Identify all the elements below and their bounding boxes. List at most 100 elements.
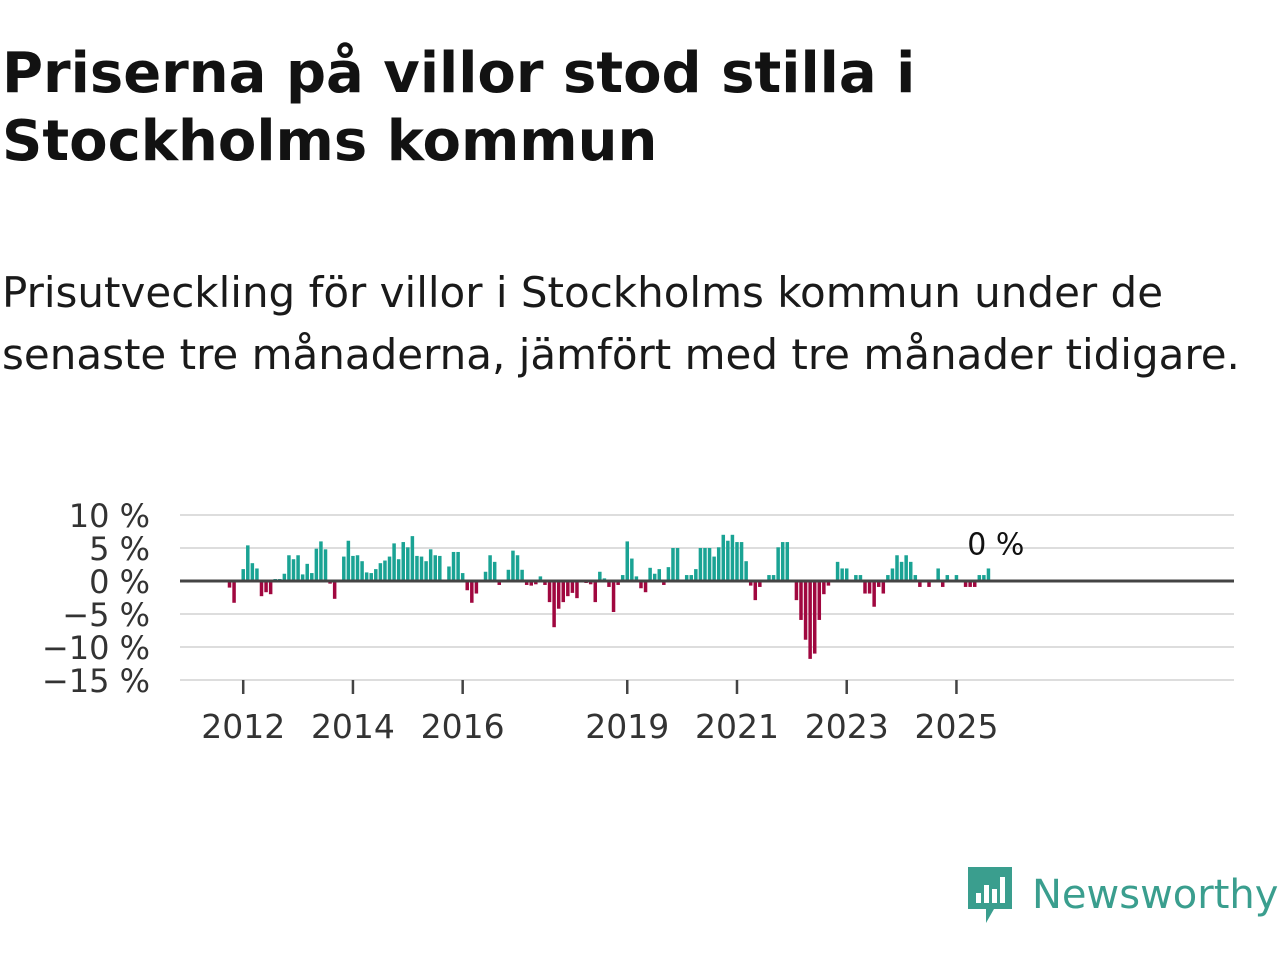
bar xyxy=(936,568,940,581)
bar xyxy=(314,548,319,581)
bar xyxy=(588,581,593,585)
bar xyxy=(785,542,790,581)
bar xyxy=(300,574,305,581)
x-tick-label: 2025 xyxy=(914,707,998,746)
bar xyxy=(620,575,625,581)
bar xyxy=(447,566,451,581)
bar xyxy=(817,581,822,620)
bar xyxy=(812,581,817,654)
bar xyxy=(940,581,945,587)
bar xyxy=(753,581,758,601)
bar xyxy=(566,581,570,597)
bar xyxy=(858,575,863,581)
bar xyxy=(758,581,762,587)
newsworthy-logo: Newsworthy xyxy=(964,862,1278,928)
bar xyxy=(780,542,785,581)
x-tick-label: 2021 xyxy=(695,707,779,746)
bar xyxy=(918,581,922,587)
bar xyxy=(470,581,474,603)
bar xyxy=(355,555,360,581)
bar xyxy=(506,569,511,581)
bar xyxy=(963,581,968,587)
y-tick-label: −15 % xyxy=(42,662,150,700)
bars xyxy=(227,534,991,659)
bar xyxy=(881,581,886,594)
bar xyxy=(460,573,465,581)
bar xyxy=(392,543,396,581)
bar xyxy=(433,555,437,581)
bar xyxy=(543,581,547,585)
bar xyxy=(259,581,264,597)
bar xyxy=(291,559,296,581)
bar xyxy=(570,581,575,593)
bar xyxy=(561,581,566,603)
bar xyxy=(346,540,351,581)
newsworthy-logo-icon xyxy=(968,867,1012,923)
bar xyxy=(625,541,630,581)
bar xyxy=(246,545,250,581)
x-tick-label: 2014 xyxy=(311,707,395,746)
bar xyxy=(698,548,703,581)
bar xyxy=(593,581,598,603)
y-tick-label: 5 % xyxy=(89,530,150,568)
bar xyxy=(863,581,867,594)
bar xyxy=(986,568,991,581)
bar xyxy=(268,581,273,595)
y-axis-labels: 10 %5 %0 %−5 %−10 %−15 % xyxy=(42,497,150,700)
bar xyxy=(657,569,662,581)
bar xyxy=(904,555,908,581)
bar xyxy=(739,542,744,581)
bar xyxy=(721,534,726,581)
bar xyxy=(534,581,538,585)
bar xyxy=(639,581,643,589)
bar xyxy=(483,571,488,581)
bar-chart: 10 %5 %0 %−5 %−10 %−15 % 2012 2014 2016 201… xyxy=(42,497,1234,746)
bar xyxy=(694,569,698,581)
bar xyxy=(716,547,721,581)
bar xyxy=(401,542,405,581)
bar xyxy=(808,581,812,659)
bar xyxy=(876,581,881,587)
bar xyxy=(689,575,694,581)
bar xyxy=(360,561,364,581)
x-axis-ticks: 2012 2014 2016 2019 2021 2023 2025 xyxy=(201,680,998,746)
bar xyxy=(735,542,739,581)
bar xyxy=(287,555,291,581)
bar xyxy=(886,575,890,581)
bar xyxy=(835,561,840,581)
bar xyxy=(822,581,826,595)
chart-title: Priserna på villor stod stilla i Stockho… xyxy=(2,41,916,174)
bar xyxy=(232,581,236,603)
bar xyxy=(396,559,401,581)
bar xyxy=(415,555,419,581)
bar xyxy=(954,575,959,581)
bar xyxy=(378,563,383,581)
x-tick-label: 2019 xyxy=(585,707,669,746)
bar xyxy=(945,575,950,581)
bar xyxy=(438,555,442,581)
bar xyxy=(552,581,556,628)
bar xyxy=(744,561,748,581)
bar xyxy=(712,556,716,581)
bar xyxy=(634,576,639,581)
bar xyxy=(707,548,712,581)
bar xyxy=(748,581,753,586)
bar xyxy=(899,561,904,581)
bar xyxy=(282,573,287,581)
bar xyxy=(255,568,259,581)
bar xyxy=(648,567,652,581)
y-tick-label: 10 % xyxy=(69,497,150,535)
bar xyxy=(666,567,671,581)
bar xyxy=(913,575,918,581)
bar xyxy=(890,568,895,581)
bar xyxy=(456,551,460,581)
bar xyxy=(227,581,232,588)
bar xyxy=(803,581,808,640)
latest-value-annotation: 0 % xyxy=(967,528,1024,563)
brand-name: Newsworthy xyxy=(1032,872,1279,918)
bar xyxy=(652,573,657,581)
bar xyxy=(927,581,931,587)
bar xyxy=(488,555,492,581)
bar xyxy=(726,540,730,581)
